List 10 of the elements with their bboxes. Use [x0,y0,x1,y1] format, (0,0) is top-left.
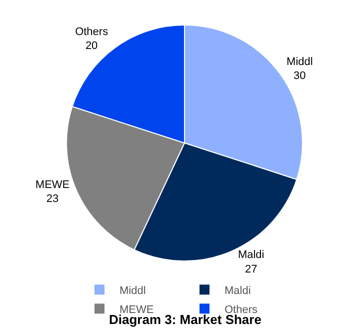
data-label: 23 [46,193,59,206]
data-label: 30 [294,70,306,82]
data-label: 27 [244,264,258,276]
legend-label: Middl [120,284,146,297]
slice-label: Others [75,26,109,38]
legend-label: Maldi [224,284,251,297]
data-label: 20 [85,40,98,52]
slice-label: MEWE [35,178,70,191]
slice-label: Maldi [238,249,264,262]
slice-label: Middl [286,56,313,68]
